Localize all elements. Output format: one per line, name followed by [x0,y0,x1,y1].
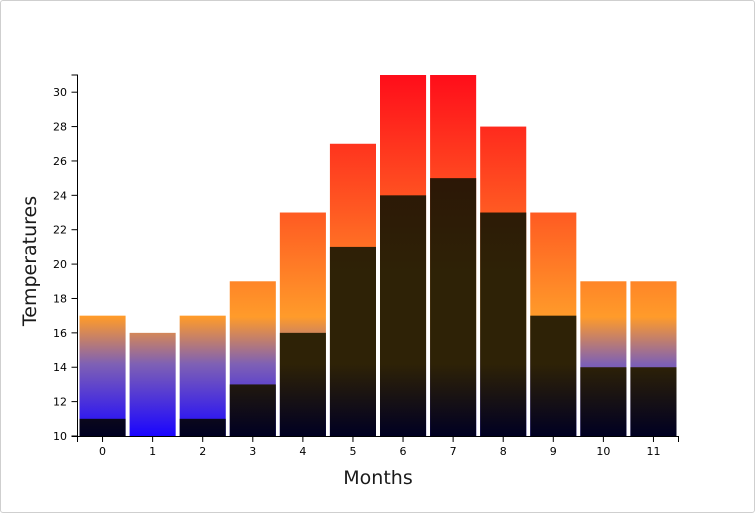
bar-low-11 [630,367,677,436]
x-tick-label: 7 [450,445,457,458]
y-tick-label: 20 [53,258,67,271]
x-tick-label: 2 [199,445,206,458]
bar-high-2 [179,315,226,436]
y-tick-label: 14 [53,361,67,374]
y-axis-line [71,74,78,437]
x-axis-line [77,436,679,442]
bar-high-1 [129,332,176,436]
y-tick-label: 24 [53,189,67,202]
y-axis-ticks: 10 12 14 16 18 20 22 24 26 28 30 [53,86,78,443]
bar-low-9 [530,315,577,436]
x-tick-label: 4 [299,445,306,458]
bar-low-6 [380,195,427,436]
x-axis-title: Months [343,467,412,489]
bar-high-0 [79,315,126,436]
y-tick-label: 26 [53,155,67,168]
y-tick-label: 22 [53,224,67,237]
bar-low-2 [179,418,226,436]
x-tick-label: 5 [349,445,356,458]
y-tick-label: 12 [53,396,67,409]
y-tick-label: 16 [53,327,67,340]
bar-low-0 [79,418,126,436]
x-tick-label: 8 [500,445,507,458]
bar-low-4 [279,332,326,436]
y-tick-label: 18 [53,292,67,305]
x-axis-ticks: 0 1 2 3 4 5 6 7 8 9 10 11 [99,436,660,458]
y-tick-label: 30 [53,86,67,99]
x-tick-label: 0 [99,445,106,458]
x-tick-label: 9 [550,445,557,458]
bar-low-10 [580,367,627,436]
y-axis-title: Temperatures [19,196,41,327]
bar-low-7 [430,178,477,436]
x-tick-label: 11 [646,445,660,458]
bar-low-5 [329,246,376,436]
x-tick-label: 1 [149,445,156,458]
y-tick-label: 10 [53,430,67,443]
bar-low-8 [480,212,527,436]
y-tick-label: 28 [53,121,67,134]
x-tick-label: 6 [400,445,407,458]
bar-low-3 [229,384,276,436]
x-tick-label: 3 [249,445,256,458]
bars-low-series [79,178,677,436]
x-tick-label: 10 [596,445,610,458]
